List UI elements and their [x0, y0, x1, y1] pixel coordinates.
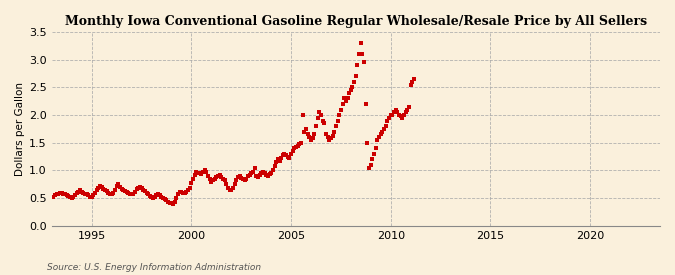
- Y-axis label: Dollars per Gallon: Dollars per Gallon: [15, 82, 25, 176]
- Title: Monthly Iowa Conventional Gasoline Regular Wholesale/Resale Price by All Sellers: Monthly Iowa Conventional Gasoline Regul…: [65, 15, 647, 28]
- Text: Source: U.S. Energy Information Administration: Source: U.S. Energy Information Administ…: [47, 263, 261, 272]
